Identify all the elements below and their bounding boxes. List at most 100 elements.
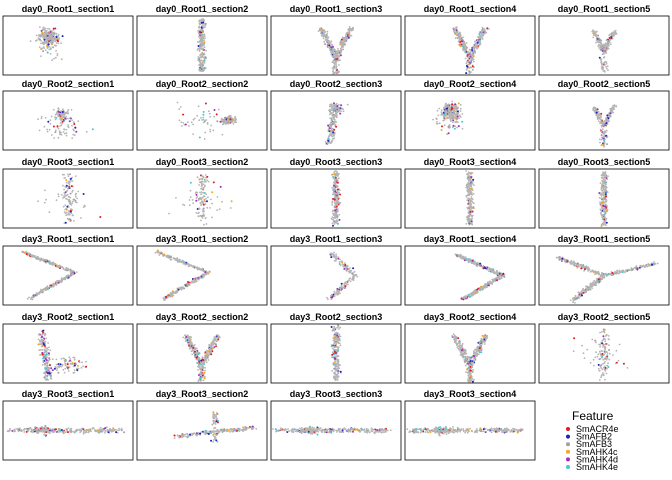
spot-point: [55, 129, 57, 132]
spot-point: [99, 216, 102, 218]
spot-point: [201, 175, 204, 178]
spot-point: [609, 43, 612, 46]
spot-point: [332, 224, 334, 227]
spot-point: [226, 122, 229, 125]
spot-point: [203, 33, 206, 36]
spot-point: [339, 54, 342, 57]
spot-point: [459, 45, 462, 48]
spot-point: [204, 102, 207, 105]
spot-point: [67, 124, 69, 126]
spot-point: [67, 206, 70, 208]
spot-point: [203, 41, 206, 44]
spot-point: [326, 296, 328, 299]
spot-point: [206, 200, 208, 203]
spot-point: [202, 116, 205, 119]
spot-point: [73, 220, 75, 222]
spot-point: [469, 52, 471, 54]
spot-point: [216, 209, 219, 212]
spot-point: [444, 114, 447, 117]
spot-point: [333, 181, 335, 184]
spot-point: [606, 143, 608, 146]
spot-point: [210, 124, 213, 127]
panel: day0_Root3_section1: [2, 157, 134, 229]
spot-point: [52, 125, 55, 128]
panel-title: day0_Root3_section5: [558, 157, 651, 167]
spot-point: [65, 115, 68, 118]
spot-point: [67, 112, 70, 115]
panel-title: day0_Root1_section1: [22, 4, 115, 14]
spot-point: [340, 284, 343, 287]
spot-point: [69, 192, 72, 195]
spot-point: [605, 186, 607, 189]
spot-point: [584, 268, 586, 271]
spot-point: [459, 110, 462, 112]
spot-point: [456, 31, 459, 33]
spot-point: [202, 213, 205, 216]
spot-point: [595, 41, 597, 44]
spot-point: [157, 251, 160, 254]
spot-point: [49, 33, 51, 35]
spot-point: [337, 50, 340, 53]
spot-point: [335, 201, 338, 204]
spot-point: [435, 122, 438, 125]
spot-point: [36, 39, 38, 42]
spot-point: [45, 198, 47, 201]
spot-point: [212, 129, 215, 132]
spot-point: [564, 260, 566, 263]
spot-point: [43, 201, 46, 204]
spot-point: [322, 28, 324, 31]
spot-point: [458, 114, 461, 117]
spot-point: [175, 290, 178, 293]
spot-point: [602, 193, 605, 196]
spot-point: [600, 125, 603, 128]
spot-point: [65, 184, 68, 187]
spot-point: [74, 175, 77, 178]
spot-point: [61, 122, 63, 125]
spot-point: [199, 65, 202, 68]
spot-point: [336, 198, 339, 200]
spot-point: [465, 170, 468, 172]
spot-point: [61, 35, 64, 38]
panel: day3_Root1_section1: [2, 234, 134, 306]
spot-point: [332, 131, 335, 134]
spot-point: [199, 37, 201, 40]
spot-point: [203, 198, 206, 201]
spot-point: [338, 292, 341, 294]
spot-points: [29, 26, 64, 62]
spot-point: [49, 34, 52, 37]
spot-point: [40, 39, 42, 42]
spot-point: [46, 45, 49, 48]
spot-point: [67, 210, 70, 212]
spot-point: [476, 40, 479, 42]
spot-point: [64, 117, 67, 120]
spot-point: [196, 266, 198, 269]
spot-point: [440, 129, 443, 131]
spot-point: [346, 266, 349, 268]
spot-point: [455, 34, 458, 37]
spot-point: [446, 107, 448, 110]
spot-point: [603, 196, 605, 199]
panel-frame: [404, 90, 536, 151]
spot-point: [61, 111, 64, 113]
spot-point: [192, 133, 195, 136]
spot-point: [206, 175, 209, 178]
spot-point: [485, 286, 488, 289]
spot-point: [37, 200, 39, 203]
spot-point: [467, 177, 470, 180]
spot-point: [41, 289, 44, 292]
spot-point: [476, 41, 479, 44]
spot-point: [603, 121, 605, 123]
spot-point: [339, 264, 342, 267]
spot-point: [219, 120, 222, 123]
spot-point: [37, 37, 40, 40]
spot-point: [202, 18, 205, 20]
spot-point: [326, 46, 329, 49]
spot-point: [46, 130, 49, 133]
spot-point: [71, 180, 74, 182]
spot-point: [342, 265, 344, 268]
spot-point: [341, 46, 343, 49]
spot-point: [44, 189, 46, 192]
spot-point: [457, 106, 460, 109]
spot-point: [197, 45, 200, 47]
spot-point: [200, 28, 203, 31]
